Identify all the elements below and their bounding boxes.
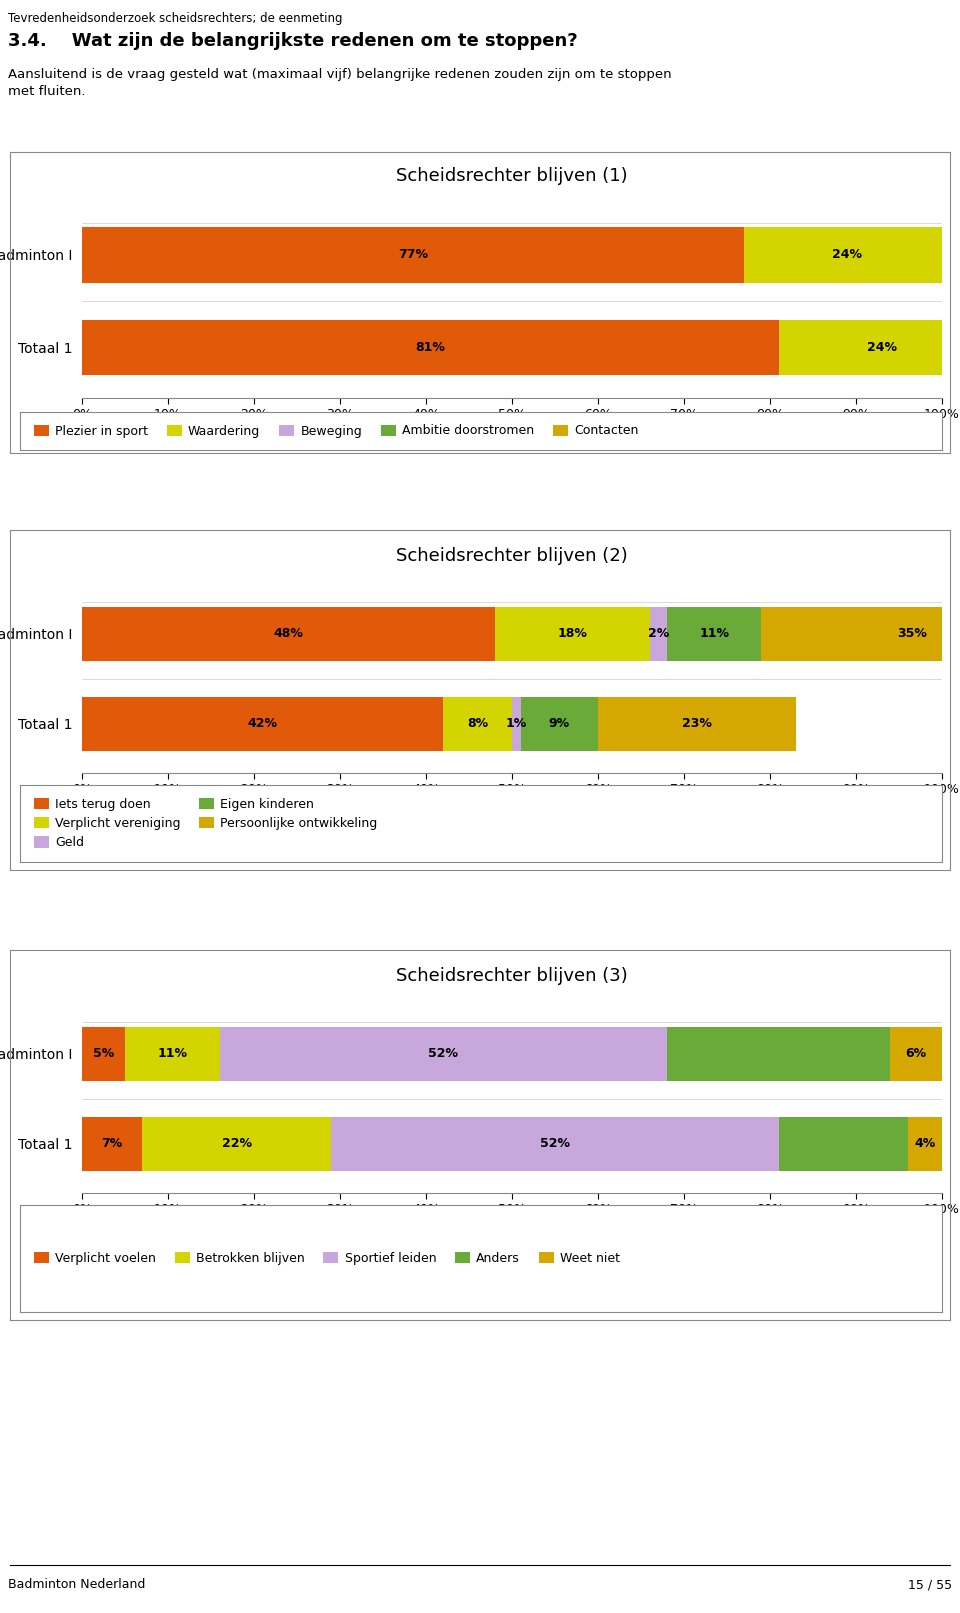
Bar xyxy=(444,697,512,750)
Text: 11%: 11% xyxy=(157,1047,187,1060)
Bar xyxy=(598,697,796,750)
Text: 11%: 11% xyxy=(699,627,729,640)
Text: 35%: 35% xyxy=(897,627,926,640)
Text: Tevredenheidsonderzoek scheidsrechters; de eenmeting: Tevredenheidsonderzoek scheidsrechters; … xyxy=(8,11,343,24)
Title: Scheidsrechter blijven (3): Scheidsrechter blijven (3) xyxy=(396,968,628,986)
Bar xyxy=(220,1026,667,1081)
Text: Aansluitend is de vraag gesteld wat (maximaal vijf) belangrijke redenen zouden z: Aansluitend is de vraag gesteld wat (max… xyxy=(8,68,672,81)
Text: 3.4.    Wat zijn de belangrijkste redenen om te stoppen?: 3.4. Wat zijn de belangrijkste redenen o… xyxy=(8,32,578,50)
Title: Scheidsrechter blijven (1): Scheidsrechter blijven (1) xyxy=(396,168,628,185)
Bar xyxy=(494,606,650,660)
Bar xyxy=(82,1116,142,1171)
Text: 4%: 4% xyxy=(914,1137,935,1150)
Text: 77%: 77% xyxy=(398,248,428,261)
Text: 1%: 1% xyxy=(506,718,527,731)
Bar xyxy=(82,606,494,660)
Bar xyxy=(82,227,744,282)
Text: 42%: 42% xyxy=(248,718,277,731)
Bar xyxy=(761,606,942,660)
Text: 2%: 2% xyxy=(648,627,669,640)
Text: 48%: 48% xyxy=(274,627,303,640)
Legend: Iets terug doen, Verplicht vereniging, Geld, Eigen kinderen, Persoonlijke ontwik: Iets terug doen, Verplicht vereniging, G… xyxy=(26,790,385,857)
Bar xyxy=(667,1026,891,1081)
Bar xyxy=(779,1116,907,1171)
Text: 15 / 55: 15 / 55 xyxy=(908,1578,952,1590)
Text: 81%: 81% xyxy=(416,340,445,353)
Text: 52%: 52% xyxy=(540,1137,570,1150)
Bar xyxy=(650,606,667,660)
Bar xyxy=(142,1116,331,1171)
Text: Badminton Nederland: Badminton Nederland xyxy=(8,1578,145,1590)
Bar xyxy=(125,1026,220,1081)
Text: 24%: 24% xyxy=(867,340,897,353)
Text: 8%: 8% xyxy=(467,718,489,731)
Text: met fluiten.: met fluiten. xyxy=(8,85,85,98)
Text: 7%: 7% xyxy=(102,1137,123,1150)
Text: 6%: 6% xyxy=(905,1047,926,1060)
Text: 52%: 52% xyxy=(428,1047,458,1060)
Text: 24%: 24% xyxy=(832,248,862,261)
Bar xyxy=(667,606,761,660)
Bar xyxy=(82,697,444,750)
Bar xyxy=(907,1116,942,1171)
Bar xyxy=(520,697,598,750)
Text: 9%: 9% xyxy=(549,718,570,731)
Bar xyxy=(82,319,779,374)
Bar xyxy=(779,319,942,374)
Bar xyxy=(512,697,520,750)
Bar xyxy=(82,1026,125,1081)
Bar xyxy=(891,1026,942,1081)
Text: 22%: 22% xyxy=(222,1137,252,1150)
Text: 5%: 5% xyxy=(93,1047,114,1060)
Bar xyxy=(744,227,942,282)
Legend: Plezier in sport, Waardering, Beweging, Ambitie doorstromen, Contacten: Plezier in sport, Waardering, Beweging, … xyxy=(26,418,646,445)
Legend: Verplicht voelen, Betrokken blijven, Sportief leiden, Anders, Weet niet: Verplicht voelen, Betrokken blijven, Spo… xyxy=(26,1245,628,1273)
Title: Scheidsrechter blijven (2): Scheidsrechter blijven (2) xyxy=(396,547,628,565)
Text: 18%: 18% xyxy=(557,627,588,640)
Text: 23%: 23% xyxy=(682,718,711,731)
Bar xyxy=(331,1116,779,1171)
